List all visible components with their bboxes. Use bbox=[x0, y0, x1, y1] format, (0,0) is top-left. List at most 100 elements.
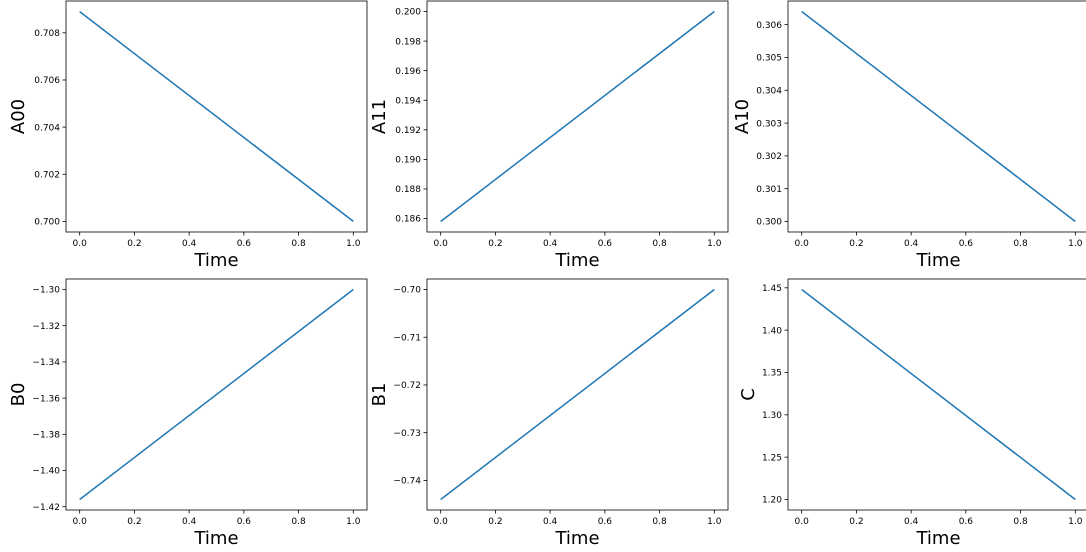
x-tick-label: 0.6 bbox=[959, 517, 974, 527]
x-tick-label: 0.2 bbox=[488, 517, 502, 527]
y-tick-label: 0.303 bbox=[756, 119, 782, 129]
subplot-6: 0.0 0.2 0.4 0.6 0.8 1.0 1.20 1.25 1.30 1.35 1.40 1.… bbox=[738, 278, 1086, 549]
y-axis-label: A11 bbox=[369, 99, 390, 134]
series-line-1 bbox=[440, 288, 715, 501]
y-tick-label: 0.194 bbox=[395, 96, 421, 106]
y-tick-label: 0.700 bbox=[34, 218, 60, 228]
x-tick-label: 0.0 bbox=[73, 517, 88, 527]
y-tick-label: 0.196 bbox=[395, 67, 421, 77]
x-tick-label: 0.8 bbox=[652, 517, 667, 527]
axes-frame bbox=[65, 0, 368, 233]
x-tick-label: 0.6 bbox=[237, 517, 252, 527]
x-tick-label: 0.8 bbox=[291, 517, 306, 527]
axes-frame bbox=[65, 278, 368, 511]
subplot-1: 0.0 0.2 0.4 0.6 0.8 1.0 0.700 0.702 0.704 0.706 0.… bbox=[8, 0, 368, 271]
x-tick-label: 1.0 bbox=[707, 517, 722, 527]
x-tick-label: 0.2 bbox=[127, 239, 141, 249]
y-tick-label: 0.302 bbox=[756, 152, 782, 162]
axes-frame bbox=[787, 0, 1086, 233]
x-tick-label: 0.4 bbox=[182, 239, 197, 249]
y-tick-label: 1.30 bbox=[762, 411, 782, 421]
x-tick-label: 0.2 bbox=[849, 517, 863, 527]
y-tick-label: −1.38 bbox=[32, 431, 60, 441]
y-tick-label: −1.40 bbox=[32, 467, 60, 477]
x-tick-label: 0.0 bbox=[434, 239, 449, 249]
x-tick-label: 1.0 bbox=[346, 239, 361, 249]
y-tick-label: 0.702 bbox=[34, 170, 60, 180]
x-tick-label: 0.8 bbox=[1013, 517, 1028, 527]
x-tick-label: 0.0 bbox=[795, 239, 810, 249]
y-tick-label: −0.71 bbox=[393, 333, 421, 343]
y-tick-label: −0.70 bbox=[393, 286, 421, 296]
x-tick-label: 0.4 bbox=[543, 239, 558, 249]
series-line-1 bbox=[79, 11, 354, 222]
x-tick-label: 0.2 bbox=[488, 239, 502, 249]
y-tick-label: 0.188 bbox=[395, 185, 421, 195]
x-tick-label: 0.6 bbox=[598, 517, 613, 527]
y-tick-label: −1.30 bbox=[32, 286, 60, 296]
x-tick-label: 0.6 bbox=[237, 239, 252, 249]
axes-frame bbox=[426, 278, 729, 511]
x-axis-label: Time bbox=[915, 250, 960, 271]
series-line-1 bbox=[801, 10, 1076, 223]
x-axis-label: Time bbox=[915, 528, 960, 549]
y-tick-label: 0.186 bbox=[395, 215, 421, 225]
x-tick-label: 0.2 bbox=[127, 517, 141, 527]
y-tick-label: 0.708 bbox=[34, 29, 60, 39]
x-tick-label: 0.4 bbox=[543, 517, 558, 527]
subplot-3: 0.0 0.2 0.4 0.6 0.8 1.0 0.300 0.301 0.302 0.303 0.… bbox=[732, 0, 1086, 271]
series-line-1 bbox=[79, 288, 354, 501]
x-tick-label: 0.4 bbox=[904, 517, 919, 527]
y-tick-label: 0.704 bbox=[34, 123, 60, 133]
y-tick-label: 0.300 bbox=[756, 218, 782, 228]
x-axis-label: Time bbox=[554, 250, 599, 271]
x-tick-label: 0.8 bbox=[291, 239, 306, 249]
x-tick-label: 0.0 bbox=[795, 517, 810, 527]
x-tick-label: 1.0 bbox=[707, 239, 722, 249]
y-tick-label: 1.25 bbox=[762, 453, 782, 463]
y-tick-label: −0.74 bbox=[393, 477, 421, 487]
x-tick-label: 1.0 bbox=[1068, 239, 1083, 249]
y-tick-label: −0.72 bbox=[393, 381, 421, 391]
y-tick-label: 0.304 bbox=[756, 86, 782, 96]
y-axis-label: A00 bbox=[8, 99, 29, 134]
x-tick-label: 0.2 bbox=[849, 239, 863, 249]
series-line-1 bbox=[801, 288, 1076, 501]
x-tick-label: 1.0 bbox=[346, 517, 361, 527]
y-tick-label: −1.42 bbox=[32, 503, 60, 513]
y-tick-label: 0.190 bbox=[395, 156, 421, 166]
x-tick-label: 0.8 bbox=[1013, 239, 1028, 249]
y-tick-label: 0.192 bbox=[395, 126, 421, 136]
x-tick-label: 0.8 bbox=[652, 239, 667, 249]
y-axis-label: B0 bbox=[8, 383, 29, 407]
y-tick-label: 0.305 bbox=[756, 54, 782, 64]
y-tick-label: 1.40 bbox=[762, 326, 782, 336]
x-tick-label: 1.0 bbox=[1068, 517, 1083, 527]
y-tick-label: −1.34 bbox=[32, 358, 60, 368]
y-axis-label: C bbox=[738, 388, 759, 401]
x-tick-label: 0.6 bbox=[959, 239, 974, 249]
y-tick-label: 1.20 bbox=[762, 496, 782, 506]
subplot-5: 0.0 0.2 0.4 0.6 0.8 1.0 −0.74 −0.73 −0.72 −0.71 −0… bbox=[369, 278, 729, 549]
x-tick-label: 0.4 bbox=[182, 517, 197, 527]
x-tick-label: 0.4 bbox=[904, 239, 919, 249]
y-tick-label: 0.306 bbox=[756, 21, 782, 31]
y-tick-label: 0.706 bbox=[34, 76, 60, 86]
y-tick-label: 1.45 bbox=[762, 284, 782, 294]
y-axis-label: A10 bbox=[732, 99, 753, 134]
y-axis-label: B1 bbox=[369, 383, 390, 407]
x-axis-label: Time bbox=[193, 528, 238, 549]
x-axis-label: Time bbox=[193, 250, 238, 271]
y-tick-label: −1.36 bbox=[32, 394, 60, 404]
subplot-2: 0.0 0.2 0.4 0.6 0.8 1.0 0.186 0.188 0.190 0.192 0.… bbox=[369, 0, 729, 271]
axes-frame bbox=[426, 0, 729, 233]
x-tick-label: 0.6 bbox=[598, 239, 613, 249]
y-tick-label: 1.35 bbox=[762, 369, 782, 379]
axes-frame bbox=[787, 278, 1086, 511]
x-tick-label: 0.0 bbox=[73, 239, 88, 249]
x-tick-label: 0.0 bbox=[434, 517, 449, 527]
series-line-1 bbox=[440, 10, 715, 223]
y-tick-label: 0.301 bbox=[756, 185, 782, 195]
y-tick-label: −0.73 bbox=[393, 429, 421, 439]
